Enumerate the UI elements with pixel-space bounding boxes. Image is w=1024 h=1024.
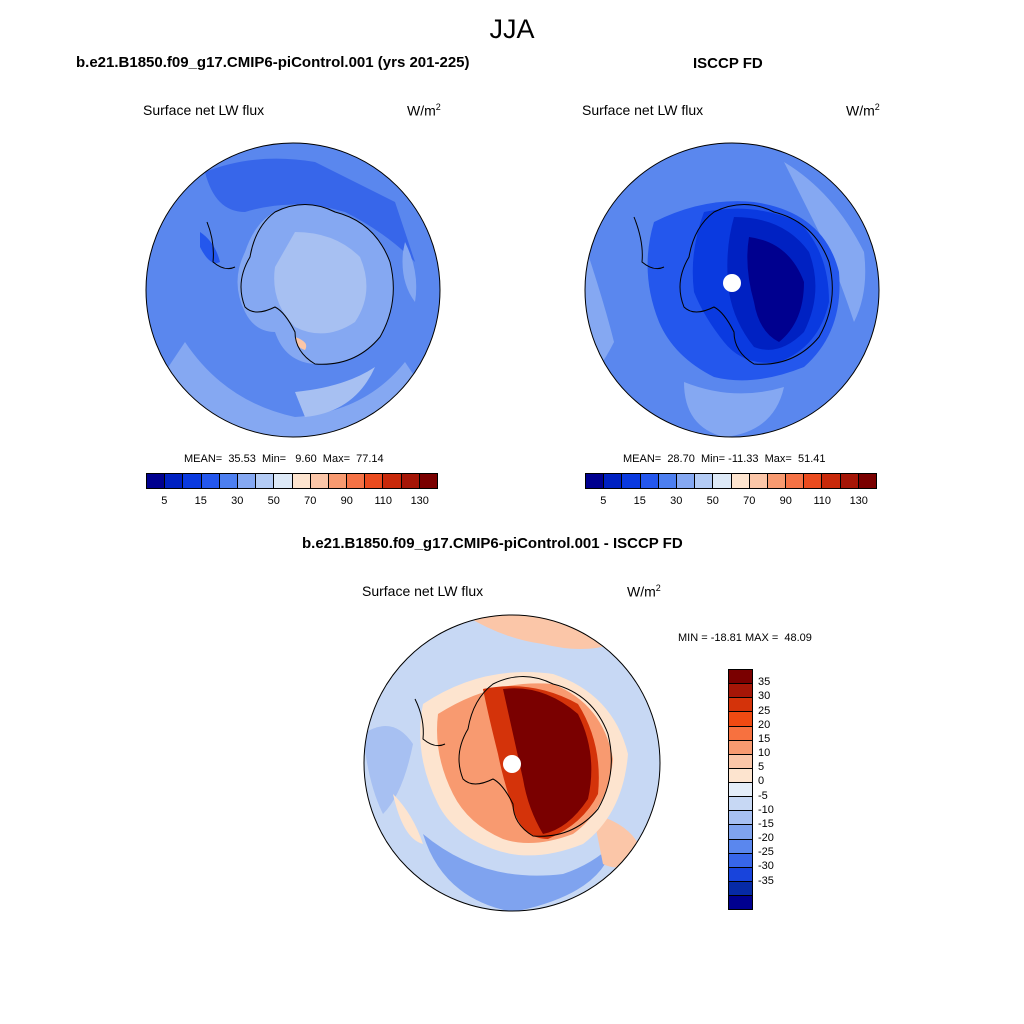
diff-colorbar-swatch — [729, 698, 752, 713]
obs-colorbar — [585, 473, 877, 489]
obs-colorbar-swatch — [840, 474, 859, 488]
obs-colorbar-swatch — [622, 474, 641, 488]
obs-colorbar-swatch — [658, 474, 677, 488]
diff-colorbar-swatch — [729, 867, 752, 882]
diff-colorbar-tick-label: -20 — [758, 832, 774, 845]
model-colorbar-tick-label: 15 — [194, 495, 207, 507]
model-polar-map — [145, 142, 441, 438]
figure-title: JJA — [489, 14, 535, 44]
diff-stats: MIN = -18.81 MAX = 48.09 — [678, 632, 812, 644]
diff-colorbar-swatch — [729, 768, 752, 783]
model-colorbar-tick-label: 90 — [340, 495, 353, 507]
obs-colorbar-tick-label: 5 — [600, 495, 607, 507]
diff-colorbar-swatch — [729, 783, 752, 798]
diff-colorbar-tick-label: 20 — [758, 718, 771, 731]
obs-colorbar-tick-label: 70 — [743, 495, 756, 507]
obs-colorbar-tick-label: 90 — [779, 495, 792, 507]
model-colorbar-swatch — [274, 474, 293, 488]
obs-polar-map — [584, 142, 880, 438]
obs-colorbar-swatch — [676, 474, 696, 488]
obs-colorbar-swatch — [804, 474, 823, 488]
obs-colorbar-tick-label: 130 — [849, 495, 868, 507]
diff-colorbar-swatch — [729, 726, 752, 741]
model-colorbar-tick-label: 130 — [410, 495, 429, 507]
model-colorbar-swatch — [419, 474, 437, 488]
diff-colorbar-tick-label: 5 — [758, 761, 765, 774]
diff-polar-map — [363, 614, 661, 912]
diff-colorbar-tick-label: 15 — [758, 732, 771, 745]
diff-colorbar-swatch — [729, 712, 752, 727]
diff-colorbar-tick-label: -35 — [758, 874, 774, 887]
obs-colorbar-swatch — [767, 474, 787, 488]
obs-units-label: W/m2 — [846, 102, 880, 119]
diff-colorbar-tick-label: 0 — [758, 775, 765, 788]
obs-colorbar-swatch — [822, 474, 841, 488]
model-colorbar-tick-label: 110 — [374, 495, 393, 507]
model-colorbar-tick-label: 5 — [161, 495, 168, 507]
model-colorbar-tick-label: 30 — [231, 495, 244, 507]
model-units-label: W/m2 — [407, 102, 441, 119]
model-panel-title: b.e21.B1850.f09_g17.CMIP6-piControl.001 … — [76, 54, 470, 71]
obs-stats: MEAN= 28.70 Min= -11.33 Max= 51.41 — [623, 453, 826, 465]
model-colorbar-swatch — [147, 474, 166, 488]
obs-colorbar-swatch — [604, 474, 623, 488]
diff-colorbar-swatch — [729, 797, 752, 812]
diff-units-label: W/m2 — [627, 583, 661, 600]
model-stats: MEAN= 35.53 Min= 9.60 Max= 77.14 — [184, 453, 384, 465]
diff-colorbar-swatch — [729, 825, 752, 840]
diff-colorbar-tick-label: 35 — [758, 676, 771, 689]
diff-colorbar-swatch — [729, 853, 752, 868]
diff-colorbar-swatch — [729, 839, 752, 854]
model-colorbar-tick-label: 70 — [304, 495, 317, 507]
model-colorbar — [146, 473, 438, 489]
obs-colorbar-swatch — [695, 474, 714, 488]
diff-colorbar-swatch — [729, 754, 752, 769]
diff-colorbar — [728, 669, 753, 910]
obs-colorbar-swatch — [858, 474, 876, 488]
model-colorbar-tick-label: 50 — [267, 495, 280, 507]
diff-panel-title: b.e21.B1850.f09_g17.CMIP6-piControl.001 … — [302, 535, 683, 552]
obs-colorbar-swatch — [731, 474, 750, 488]
diff-colorbar-swatch — [729, 740, 752, 755]
diff-colorbar-tick-label: -15 — [758, 817, 774, 830]
model-colorbar-swatch — [383, 474, 402, 488]
obs-colorbar-tick-label: 50 — [706, 495, 719, 507]
model-colorbar-swatch — [201, 474, 220, 488]
model-colorbar-swatch — [310, 474, 329, 488]
model-colorbar-swatch — [237, 474, 257, 488]
model-colorbar-swatch — [165, 474, 184, 488]
diff-colorbar-swatch — [729, 670, 752, 685]
diff-colorbar-tick-label: -30 — [758, 860, 774, 873]
diff-variable-label: Surface net LW flux — [362, 583, 484, 599]
diff-colorbar-tick-label: 30 — [758, 690, 771, 703]
diff-colorbar-tick-label: 10 — [758, 747, 771, 760]
obs-variable-label: Surface net LW flux — [582, 102, 704, 118]
diff-colorbar-swatch — [729, 896, 752, 910]
model-colorbar-swatch — [328, 474, 348, 488]
obs-colorbar-tick-label: 15 — [633, 495, 646, 507]
model-colorbar-swatch — [292, 474, 311, 488]
model-variable-label: Surface net LW flux — [143, 102, 265, 118]
diff-colorbar-tick-label: -5 — [758, 789, 768, 802]
obs-panel-title: ISCCP FD — [693, 55, 763, 72]
model-colorbar-swatch — [347, 474, 366, 488]
obs-colorbar-swatch — [786, 474, 805, 488]
obs-colorbar-swatch — [749, 474, 768, 488]
obs-colorbar-swatch — [713, 474, 732, 488]
obs-colorbar-swatch — [586, 474, 605, 488]
diff-colorbar-swatch — [729, 811, 752, 826]
obs-colorbar-tick-label: 30 — [670, 495, 683, 507]
model-colorbar-swatch — [401, 474, 420, 488]
diff-colorbar-tick-label: -25 — [758, 846, 774, 859]
model-colorbar-swatch — [256, 474, 275, 488]
diff-colorbar-swatch — [729, 881, 752, 896]
diff-colorbar-tick-label: -10 — [758, 803, 774, 816]
obs-colorbar-swatch — [640, 474, 659, 488]
diff-colorbar-swatch — [729, 684, 752, 699]
model-colorbar-swatch — [219, 474, 238, 488]
diff-colorbar-tick-label: 25 — [758, 704, 771, 717]
obs-colorbar-tick-label: 110 — [813, 495, 832, 507]
model-colorbar-swatch — [365, 474, 384, 488]
model-colorbar-swatch — [183, 474, 202, 488]
